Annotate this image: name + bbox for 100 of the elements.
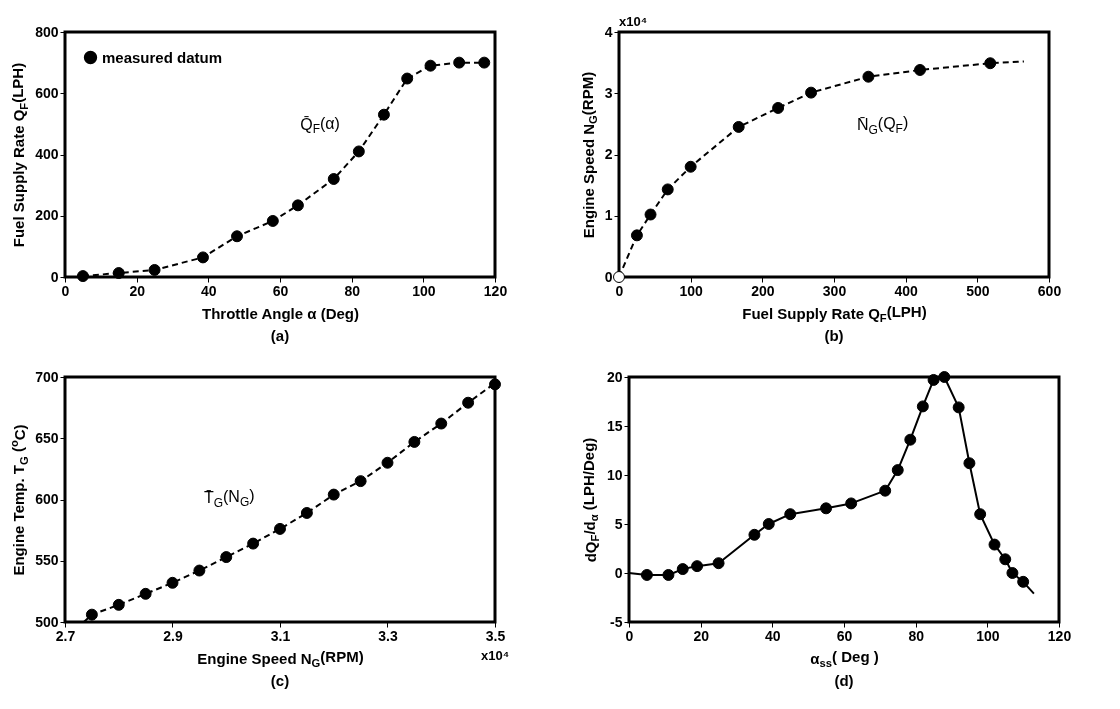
x-tick-label: 40 xyxy=(765,627,781,644)
x-tick-label: 120 xyxy=(1047,627,1072,644)
y-tick-label: 800 xyxy=(35,23,59,40)
point xyxy=(489,378,501,391)
y-tick-label: 400 xyxy=(35,146,59,162)
point xyxy=(231,230,243,243)
point xyxy=(963,457,976,470)
annotation: N̄$_{G}$(Q$_{F}$) xyxy=(856,113,909,137)
y-tick-label: 200 xyxy=(35,207,59,224)
point xyxy=(377,108,390,121)
y-tick-label: 650 xyxy=(35,429,59,446)
point xyxy=(453,56,466,69)
point xyxy=(112,267,125,279)
legend-label: measured datum xyxy=(102,48,223,66)
point xyxy=(291,199,304,212)
x-axis-title: Throttle Angle α (Deg) xyxy=(202,304,359,322)
y-tick-label: 550 xyxy=(35,552,59,569)
point xyxy=(327,173,340,185)
text: (c) xyxy=(270,672,290,689)
x-tick-label: 80 xyxy=(908,627,925,644)
x-axis-title: Engine Speed N$_{G}$(RPM) xyxy=(197,648,364,669)
point xyxy=(784,508,797,521)
x-tick-label: 20 xyxy=(693,627,710,644)
x-tick-label: 500 xyxy=(966,282,990,299)
x-tick-label: 3.5 xyxy=(485,627,506,644)
y-tick-label: 700 xyxy=(35,368,59,385)
annotation: T̄$_{G}$(N$_{G}$) xyxy=(203,486,255,510)
point xyxy=(630,229,643,242)
text: x10⁴ xyxy=(619,14,648,29)
point xyxy=(879,484,892,497)
point xyxy=(613,271,625,283)
point xyxy=(938,371,951,383)
point xyxy=(220,551,233,564)
y-tick-label: 600 xyxy=(35,491,59,507)
point xyxy=(462,396,475,409)
point xyxy=(381,456,394,469)
x-tick-label: 60 xyxy=(272,282,289,299)
point xyxy=(139,587,152,600)
x-tick-label: 80 xyxy=(344,282,361,299)
point xyxy=(478,56,491,69)
point xyxy=(862,70,875,83)
y-tick-label: 2 xyxy=(604,146,613,162)
point xyxy=(644,208,657,221)
point xyxy=(85,608,98,621)
point xyxy=(196,251,209,264)
x-tick-label: 0 xyxy=(61,282,70,299)
point xyxy=(891,464,904,477)
x-tick-label: 100 xyxy=(976,627,1000,644)
point xyxy=(661,183,674,196)
point xyxy=(1006,567,1019,579)
y-tick-label: 3 xyxy=(604,84,613,101)
point xyxy=(193,564,206,577)
text: (d) xyxy=(834,672,854,689)
y-tick-label: -5 xyxy=(610,613,623,630)
point xyxy=(354,475,367,488)
point xyxy=(266,214,279,227)
point xyxy=(247,537,260,550)
x-tick-label: 60 xyxy=(836,627,853,644)
point xyxy=(999,553,1012,566)
x-axis-title: Fuel Supply Rate Q$_{F}$(LPH) xyxy=(742,303,927,324)
x-axis-title: α$_{ss}$( Deg ) xyxy=(810,648,879,669)
point xyxy=(974,508,987,521)
point xyxy=(927,373,940,386)
point xyxy=(435,417,448,430)
x-tick-label: 40 xyxy=(201,282,217,299)
point xyxy=(988,538,1001,551)
point xyxy=(984,57,997,70)
x-tick-label: 20 xyxy=(129,282,146,299)
annotation: Q̄$_{F}$(α) xyxy=(300,114,340,137)
y-tick-label: 500 xyxy=(35,613,59,630)
point xyxy=(662,568,675,581)
point xyxy=(820,502,833,515)
point xyxy=(952,401,965,414)
x-tick-label: 3.3 xyxy=(378,627,398,644)
x-tick-label: 600 xyxy=(1037,282,1062,299)
point xyxy=(424,59,437,72)
point xyxy=(805,86,818,99)
point xyxy=(684,160,697,173)
point xyxy=(300,507,313,519)
point xyxy=(1017,575,1030,588)
point xyxy=(762,518,775,530)
text: (a) xyxy=(270,327,290,344)
x-tick-label: 100 xyxy=(412,282,436,299)
point xyxy=(112,598,125,611)
y-tick-label: 0 xyxy=(614,564,623,581)
point xyxy=(914,64,926,76)
point xyxy=(845,497,858,510)
text: (b) xyxy=(824,327,844,344)
point xyxy=(640,568,653,581)
point xyxy=(916,400,929,413)
point xyxy=(327,488,340,501)
point xyxy=(274,522,286,535)
point xyxy=(166,576,179,589)
point xyxy=(691,560,704,573)
y-tick-label: 4 xyxy=(604,23,613,40)
point xyxy=(401,72,414,85)
y-tick-label: 10 xyxy=(606,466,623,483)
x-tick-label: 400 xyxy=(894,282,919,299)
point xyxy=(676,563,689,576)
y-tick-label: 5 xyxy=(614,515,623,532)
